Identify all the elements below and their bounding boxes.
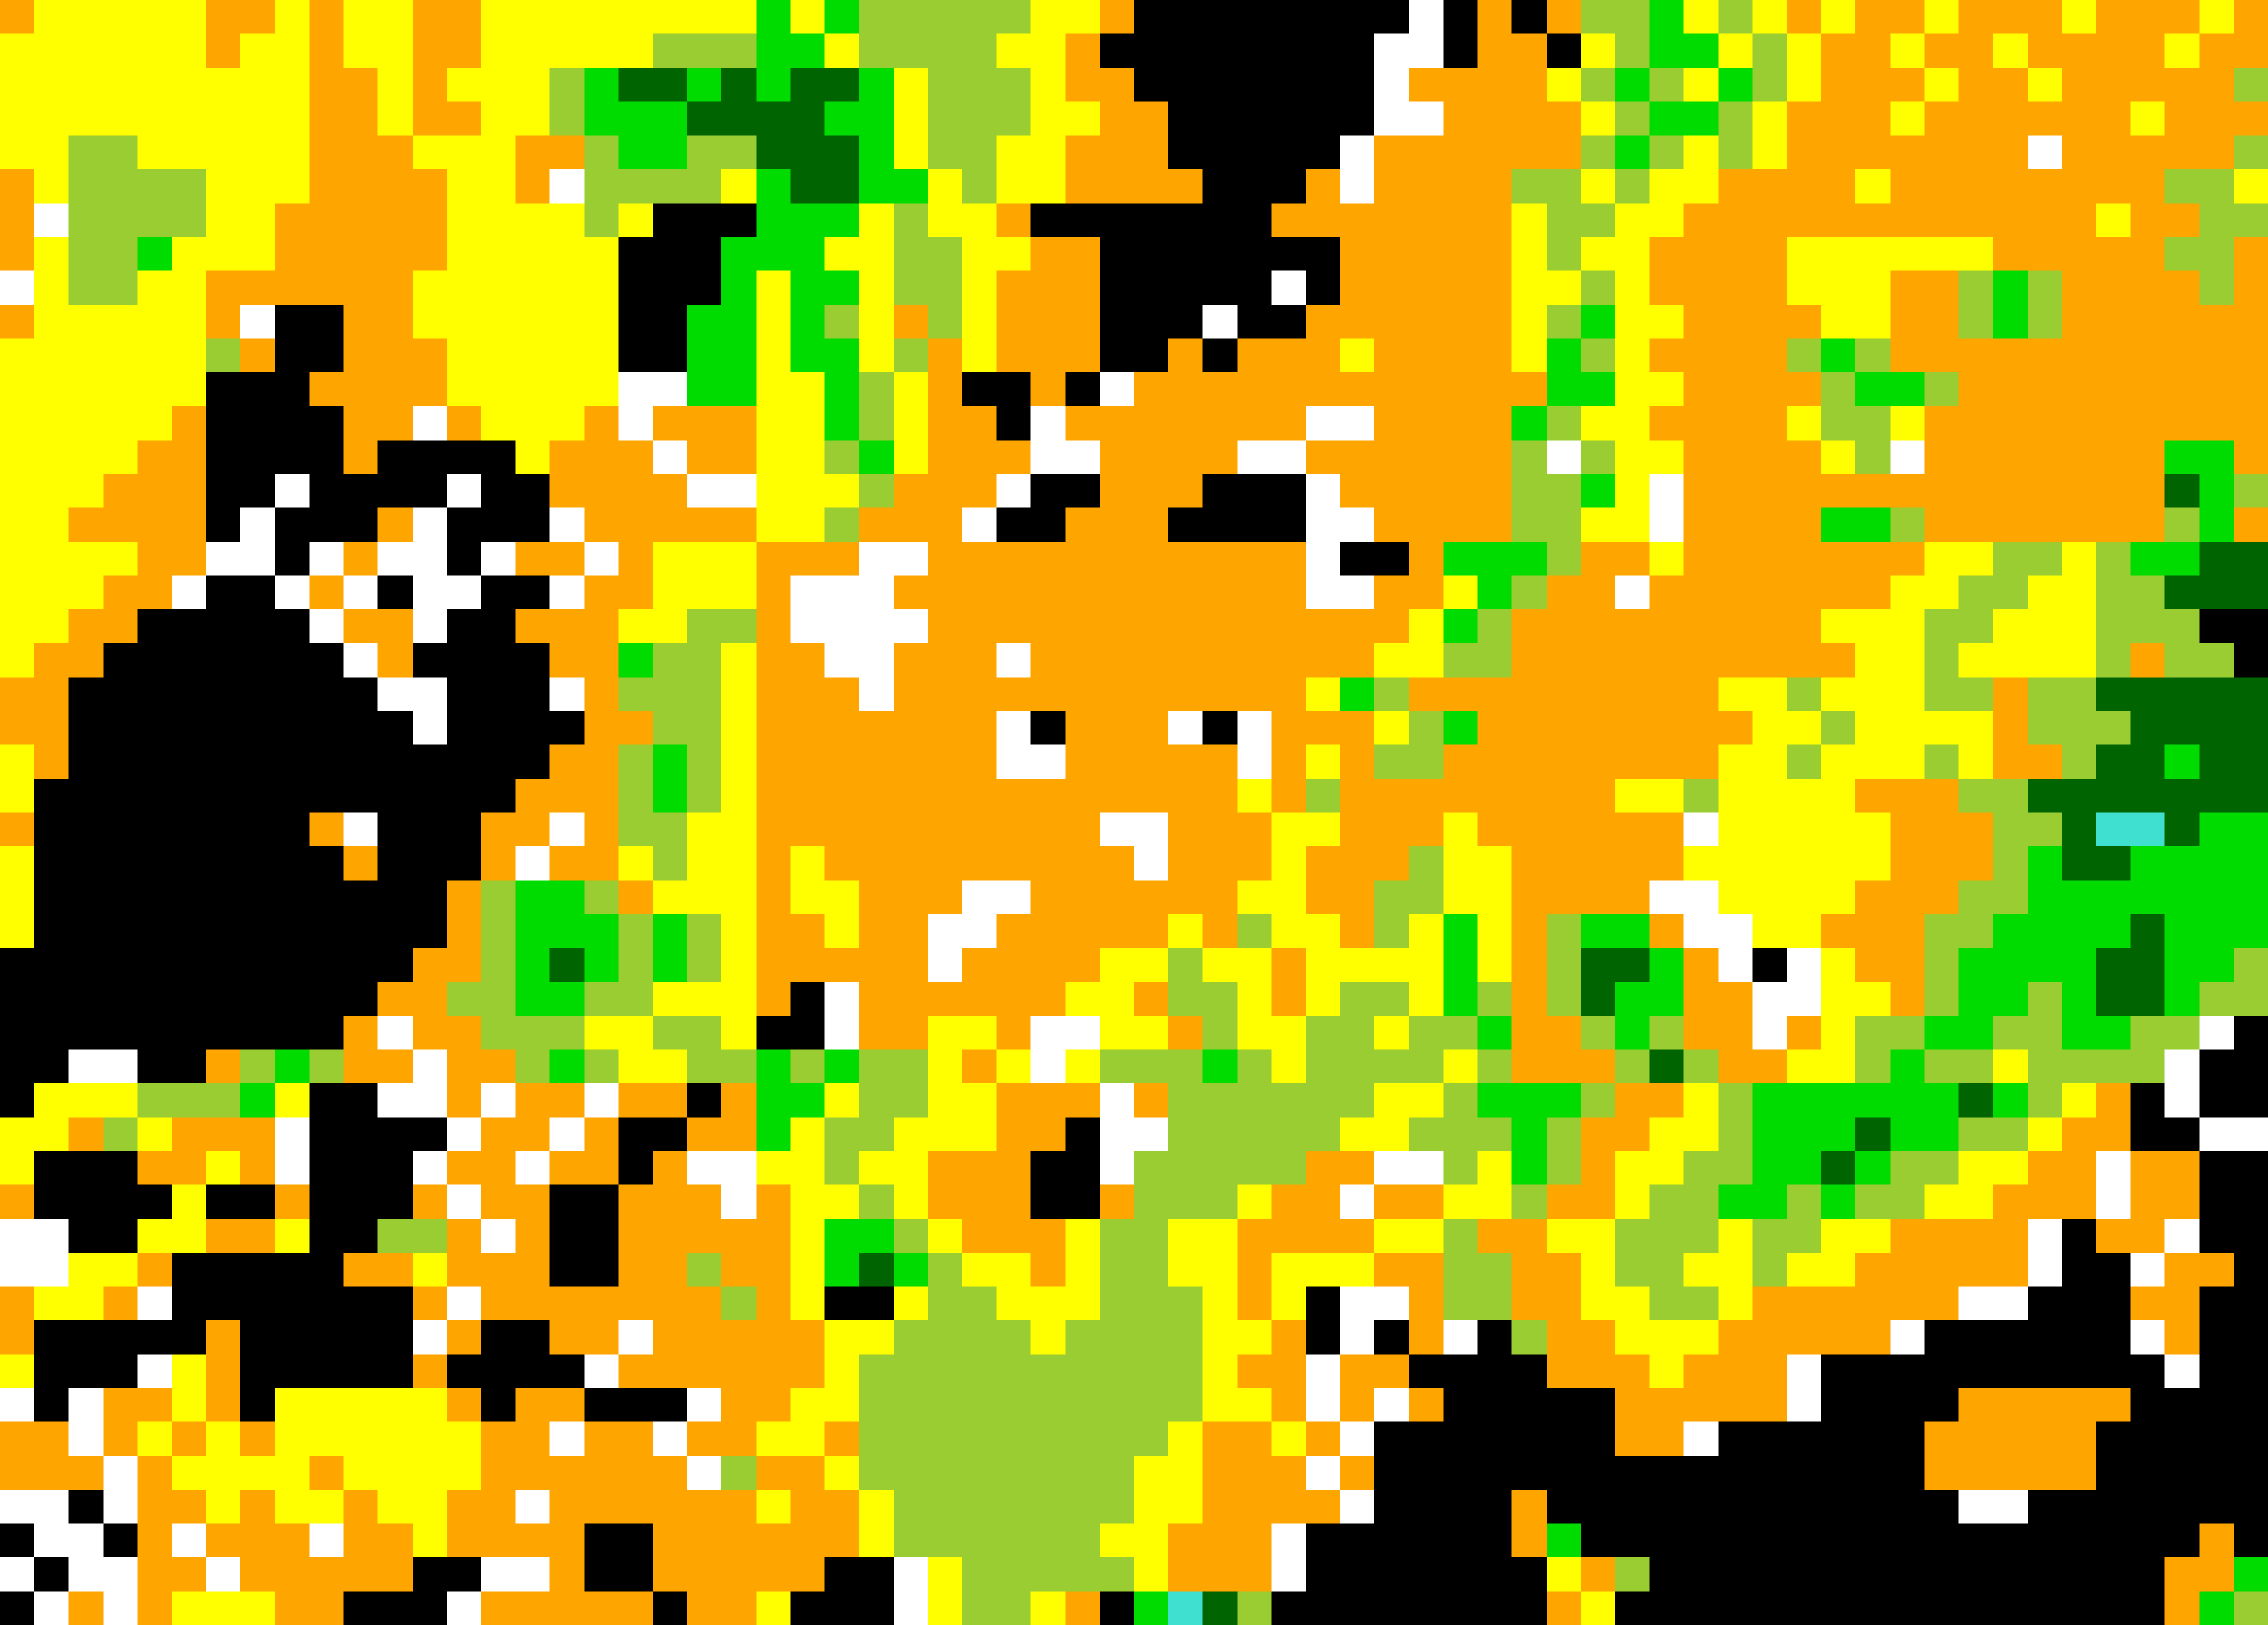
- map-viewport: [0, 0, 2268, 1625]
- vegetation-raster-map: [0, 0, 2268, 1625]
